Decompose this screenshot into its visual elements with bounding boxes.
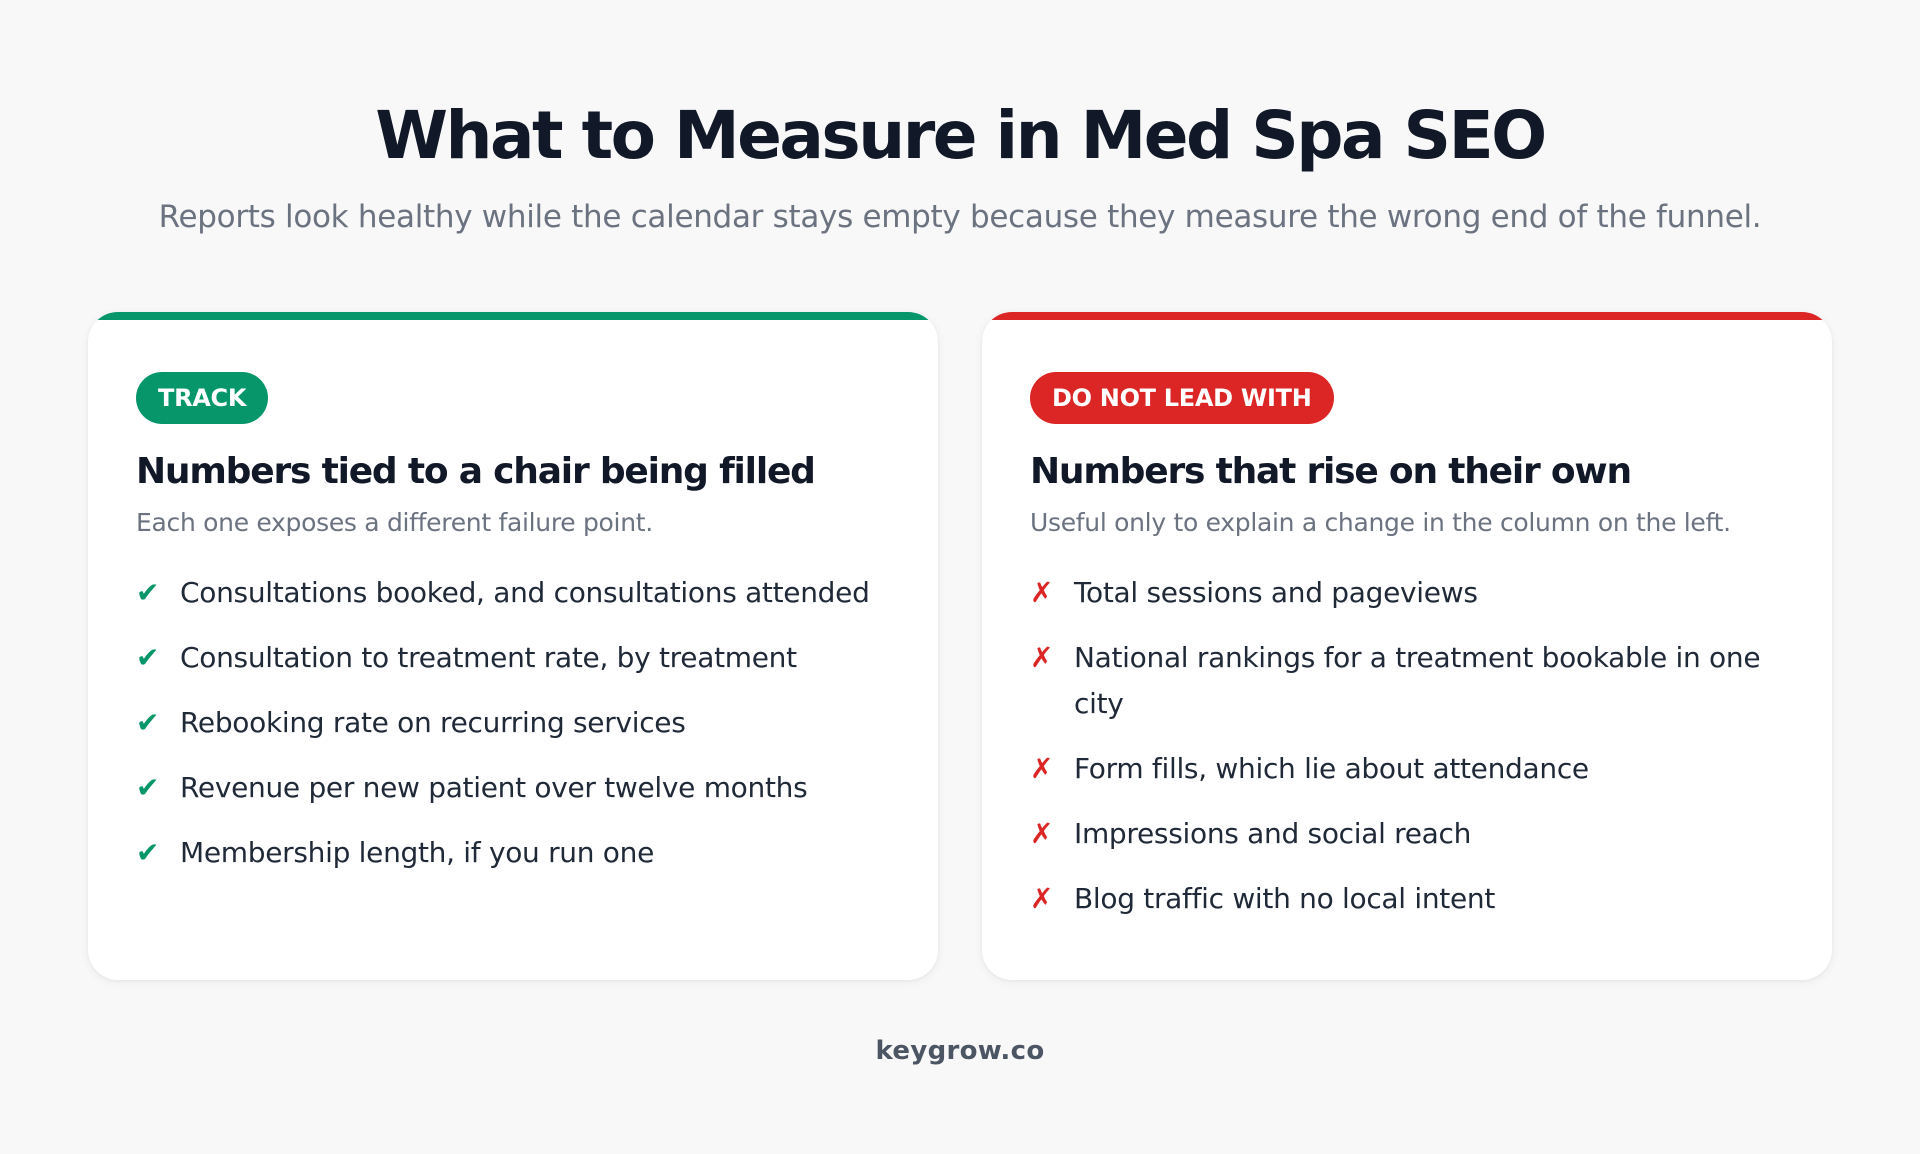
list-item: ✗ Impressions and social reach [1030,811,1792,857]
avoid-list: ✗ Total sessions and pageviews ✗ Nationa… [1030,570,1792,922]
cross-icon: ✗ [1030,881,1054,915]
list-item: ✗ Form fills, which lie about attendance [1030,746,1792,792]
list-item-text: Revenue per new patient over twelve mont… [180,770,808,804]
list-item-text: National rankings for a treatment bookab… [1074,640,1761,720]
track-badge: TRACK [136,372,269,424]
list-item-text: Blog traffic with no local intent [1074,881,1496,915]
track-card: TRACK Numbers tied to a chair being fill… [88,312,938,980]
cross-icon: ✗ [1030,640,1054,674]
list-item-text: Consultation to treatment rate, by treat… [180,640,797,674]
track-list: ✔ Consultations booked, and consultation… [136,570,898,876]
list-item: ✔ Rebooking rate on recurring services [136,700,898,746]
cross-icon: ✗ [1030,816,1054,850]
check-icon: ✔ [136,705,160,739]
cross-icon: ✗ [1030,575,1054,609]
track-accent-bar [88,312,938,320]
check-icon: ✔ [136,640,160,674]
list-item: ✔ Revenue per new patient over twelve mo… [136,765,898,811]
footer-brand[interactable]: keygrow.co [875,1036,1045,1066]
list-item: ✔ Membership length, if you run one [136,830,898,876]
avoid-subheading: Useful only to explain a change in the c… [1030,508,1731,538]
list-item-text: Rebooking rate on recurring services [180,705,686,739]
page-subtitle: Reports look healthy while the calendar … [158,199,1762,235]
list-item-text: Impressions and social reach [1074,816,1472,850]
list-item-text: Total sessions and pageviews [1074,575,1478,609]
avoid-card: DO NOT LEAD WITH Numbers that rise on th… [982,312,1832,980]
avoid-accent-bar [982,312,1832,320]
track-subheading: Each one exposes a different failure poi… [136,508,653,538]
list-item-text: Membership length, if you run one [180,835,655,869]
list-item: ✗ Total sessions and pageviews [1030,570,1792,616]
list-item: ✗ Blog traffic with no local intent [1030,876,1792,922]
check-icon: ✔ [136,770,160,804]
list-item: ✔ Consultation to treatment rate, by tre… [136,635,898,681]
page-title: What to Measure in Med Spa SEO [375,97,1547,174]
check-icon: ✔ [136,835,160,869]
check-icon: ✔ [136,575,160,609]
cross-icon: ✗ [1030,751,1054,785]
list-item-text: Consultations booked, and consultations … [180,575,870,609]
list-item: ✔ Consultations booked, and consultation… [136,570,898,616]
avoid-heading: Numbers that rise on their own [1030,451,1632,492]
avoid-badge: DO NOT LEAD WITH [1030,372,1334,424]
track-heading: Numbers tied to a chair being filled [136,451,816,492]
list-item-text: Form fills, which lie about attendance [1074,751,1589,785]
list-item: ✗ National rankings for a treatment book… [1030,635,1792,727]
